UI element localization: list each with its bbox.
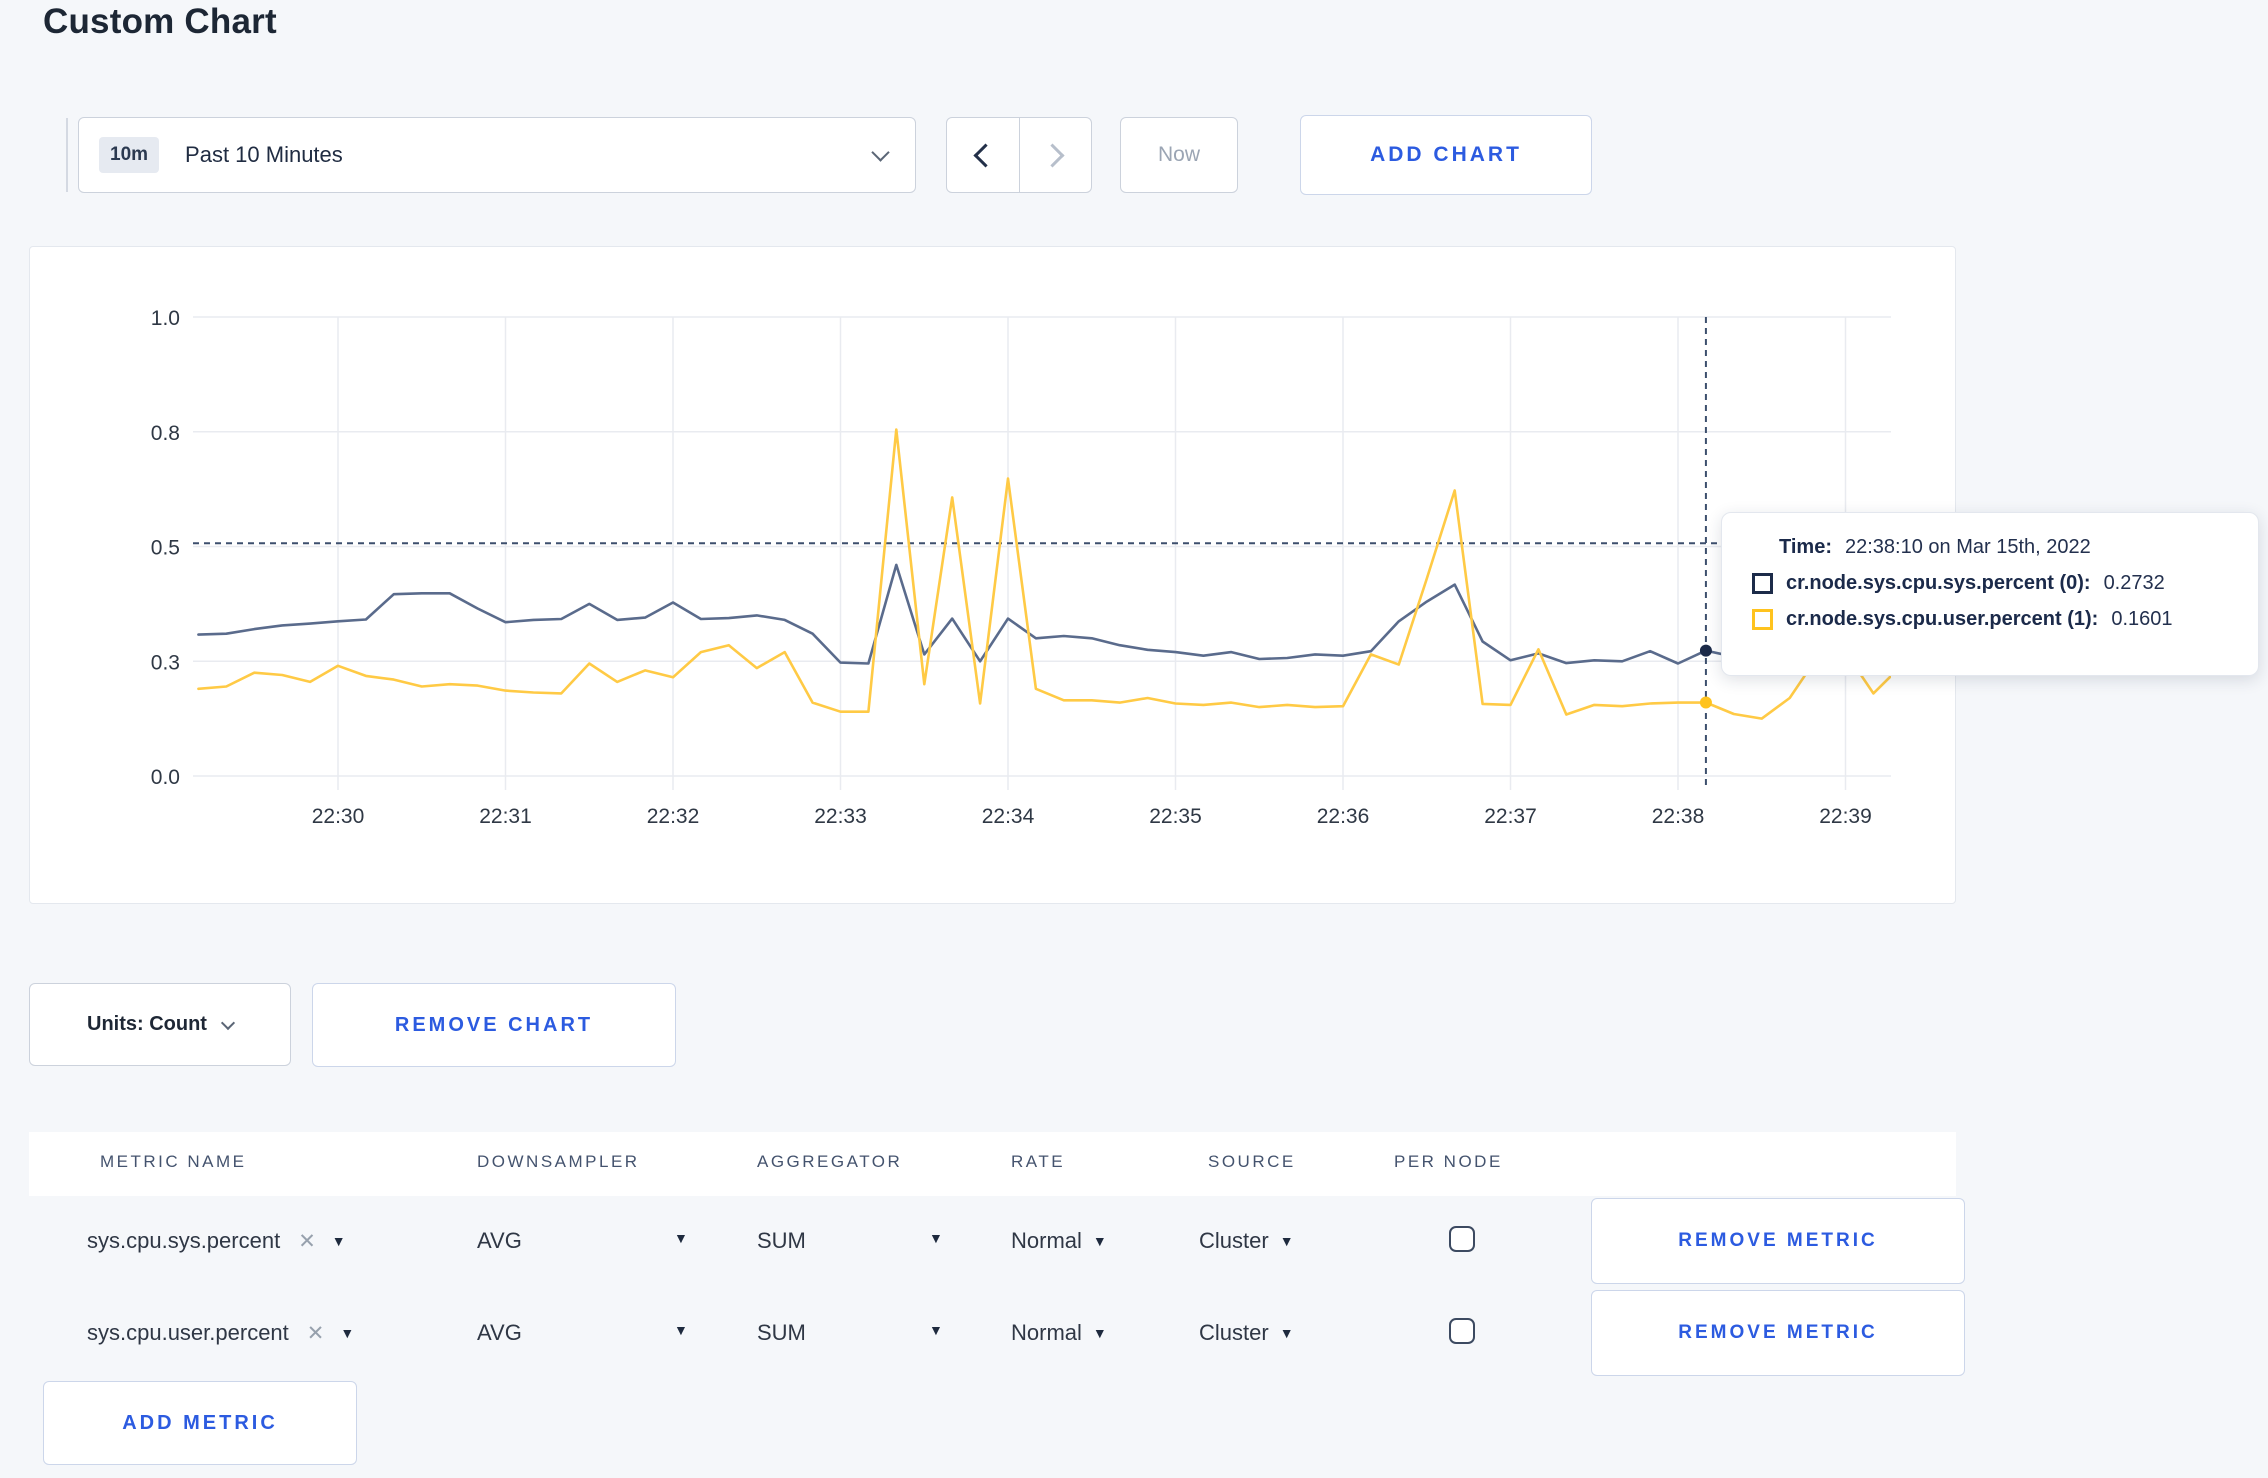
chevron-right-icon bbox=[1040, 142, 1065, 168]
remove-chart-button[interactable]: REMOVE CHART bbox=[312, 983, 676, 1067]
aggregator-value: SUM bbox=[757, 1228, 806, 1253]
source-value: Cluster bbox=[1199, 1320, 1269, 1345]
caret-down-icon[interactable]: ▼ bbox=[674, 1230, 688, 1246]
svg-text:0.8: 0.8 bbox=[151, 422, 180, 445]
svg-text:22:30: 22:30 bbox=[312, 805, 365, 828]
time-back-button[interactable] bbox=[947, 118, 1020, 192]
source-value: Cluster bbox=[1199, 1228, 1269, 1253]
col-header-metric-name: METRIC NAME bbox=[100, 1152, 247, 1171]
svg-text:22:37: 22:37 bbox=[1484, 805, 1537, 828]
downsampler-select[interactable]: AVG bbox=[477, 1196, 522, 1286]
svg-text:22:36: 22:36 bbox=[1317, 805, 1370, 828]
caret-down-icon: ▼ bbox=[340, 1325, 355, 1341]
time-forward-button[interactable] bbox=[1020, 118, 1092, 192]
sys-series-swatch-icon bbox=[1752, 573, 1773, 594]
tooltip-series-label: cr.node.sys.cpu.user.percent (1): bbox=[1786, 608, 2099, 630]
units-dropdown[interactable]: Units: Count bbox=[29, 983, 291, 1066]
chart-card: 0.0 0.3 0.5 0.8 1.0 22:30 22:31 22:32 22:33 22:34… bbox=[29, 246, 1956, 904]
tooltip-time-label: Time: bbox=[1779, 536, 1832, 558]
svg-text:0.3: 0.3 bbox=[151, 651, 180, 674]
svg-text:22:34: 22:34 bbox=[982, 805, 1035, 828]
col-header-downsampler: DOWNSAMPLER bbox=[477, 1152, 640, 1171]
caret-down-icon[interactable]: ▼ bbox=[929, 1230, 943, 1246]
rate-select[interactable]: Normal ▼ bbox=[1011, 1196, 1107, 1286]
caret-down-icon: ▼ bbox=[1279, 1325, 1294, 1341]
svg-text:1.0: 1.0 bbox=[151, 307, 180, 330]
caret-down-icon: ▼ bbox=[1092, 1233, 1107, 1249]
add-chart-button[interactable]: ADD CHART bbox=[1300, 115, 1592, 195]
per-node-checkbox[interactable] bbox=[1449, 1318, 1475, 1344]
downsampler-value: AVG bbox=[477, 1320, 522, 1345]
caret-down-icon[interactable]: ▼ bbox=[929, 1322, 943, 1338]
source-select[interactable]: Cluster ▼ bbox=[1199, 1196, 1294, 1286]
tooltip-series-value: 0.1601 bbox=[2111, 608, 2173, 630]
caret-down-icon: ▼ bbox=[1092, 1325, 1107, 1341]
time-range-badge: 10m bbox=[99, 137, 160, 173]
units-label: Units: Count bbox=[87, 1013, 207, 1035]
time-range-selector[interactable]: 10m Past 10 Minutes bbox=[78, 117, 916, 193]
remove-metric-button[interactable]: REMOVE METRIC bbox=[1591, 1198, 1965, 1284]
downsampler-select[interactable]: AVG bbox=[477, 1288, 522, 1378]
clear-metric-x-icon[interactable]: ✕ bbox=[298, 1229, 316, 1253]
tooltip-series-value: 0.2732 bbox=[2103, 572, 2165, 594]
svg-text:0.0: 0.0 bbox=[151, 766, 180, 789]
metric-name: sys.cpu.sys.percent bbox=[87, 1228, 281, 1253]
col-header-aggregator: AGGREGATOR bbox=[757, 1152, 903, 1171]
aggregator-select[interactable]: SUM bbox=[757, 1196, 806, 1286]
tooltip-series-row: cr.node.sys.cpu.sys.percent (0): 0.2732 bbox=[1752, 572, 2240, 595]
svg-text:0.5: 0.5 bbox=[151, 537, 180, 560]
table-row: sys.cpu.user.percent ✕ ▼ AVG ▼ SUM ▼ Nor… bbox=[29, 1288, 1965, 1378]
remove-metric-button[interactable]: REMOVE METRIC bbox=[1591, 1290, 1965, 1376]
col-header-source: SOURCE bbox=[1208, 1152, 1296, 1171]
chevron-down-icon bbox=[871, 142, 890, 162]
page-title: Custom Chart bbox=[43, 2, 277, 41]
rate-value: Normal bbox=[1011, 1320, 1082, 1345]
downsampler-value: AVG bbox=[477, 1228, 522, 1253]
aggregator-select[interactable]: SUM bbox=[757, 1288, 806, 1378]
per-node-checkbox[interactable] bbox=[1449, 1226, 1475, 1252]
svg-text:22:32: 22:32 bbox=[647, 805, 700, 828]
cpu-usage-chart[interactable]: 0.0 0.3 0.5 0.8 1.0 22:30 22:31 22:32 22:33 22:34… bbox=[30, 247, 1957, 905]
tooltip-time-value: 22:38:10 on Mar 15th, 2022 bbox=[1844, 536, 2091, 558]
now-button[interactable]: Now bbox=[1120, 117, 1238, 193]
add-metric-button[interactable]: ADD METRIC bbox=[43, 1381, 357, 1465]
svg-text:22:38: 22:38 bbox=[1652, 805, 1705, 828]
svg-text:22:31: 22:31 bbox=[479, 805, 532, 828]
aggregator-value: SUM bbox=[757, 1320, 806, 1345]
metric-name: sys.cpu.user.percent bbox=[87, 1320, 289, 1345]
time-range-label: Past 10 Minutes bbox=[185, 142, 343, 167]
metric-name-cell[interactable]: sys.cpu.sys.percent ✕ ▼ bbox=[87, 1196, 346, 1286]
time-pager bbox=[946, 117, 1092, 193]
table-header: METRIC NAME DOWNSAMPLER AGGREGATOR RATE … bbox=[29, 1132, 1956, 1196]
svg-text:22:33: 22:33 bbox=[814, 805, 867, 828]
table-row: sys.cpu.sys.percent ✕ ▼ AVG ▼ SUM ▼ Norm… bbox=[29, 1196, 1965, 1286]
clear-metric-x-icon[interactable]: ✕ bbox=[306, 1321, 325, 1345]
source-select[interactable]: Cluster ▼ bbox=[1199, 1288, 1294, 1378]
toolbar-divider bbox=[66, 118, 68, 192]
caret-down-icon: ▼ bbox=[331, 1233, 346, 1249]
rate-value: Normal bbox=[1011, 1228, 1082, 1253]
chart-tooltip: Time: 22:38:10 on Mar 15th, 2022 cr.node… bbox=[1721, 512, 2259, 676]
rate-select[interactable]: Normal ▼ bbox=[1011, 1288, 1107, 1378]
tooltip-time-row: Time: 22:38:10 on Mar 15th, 2022 bbox=[1752, 536, 2240, 559]
metric-name-cell[interactable]: sys.cpu.user.percent ✕ ▼ bbox=[87, 1288, 354, 1378]
tooltip-series-row: cr.node.sys.cpu.user.percent (1): 0.1601 bbox=[1752, 608, 2240, 631]
svg-text:22:35: 22:35 bbox=[1149, 805, 1202, 828]
user-series-swatch-icon bbox=[1752, 609, 1773, 630]
caret-down-icon[interactable]: ▼ bbox=[674, 1322, 688, 1338]
chevron-down-icon bbox=[220, 1015, 236, 1030]
caret-down-icon: ▼ bbox=[1279, 1233, 1294, 1249]
svg-text:22:39: 22:39 bbox=[1819, 805, 1872, 828]
chevron-left-icon bbox=[973, 142, 998, 168]
col-header-rate: RATE bbox=[1011, 1152, 1066, 1171]
tooltip-series-label: cr.node.sys.cpu.sys.percent (0): bbox=[1786, 572, 2091, 594]
col-header-per-node: PER NODE bbox=[1394, 1152, 1503, 1171]
